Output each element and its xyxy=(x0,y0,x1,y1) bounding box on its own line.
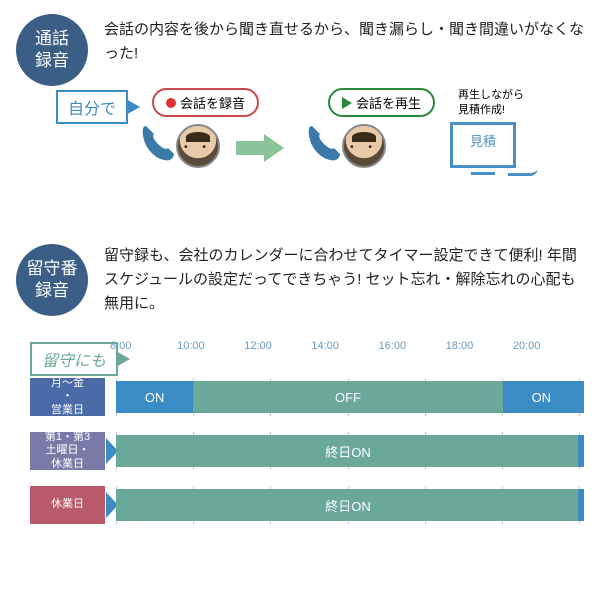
label-rusu: 留守にも xyxy=(30,342,118,376)
phone-icon xyxy=(304,122,344,162)
bar-segment: ON xyxy=(503,381,580,413)
badge-call-recording-text: 通話 録音 xyxy=(35,28,69,72)
badge-call-recording: 通話 録音 xyxy=(16,14,88,86)
play-triangle-icon xyxy=(342,97,352,109)
time-tick: 10:00 xyxy=(177,340,244,352)
time-tick: 14:00 xyxy=(311,340,378,352)
badge-answering: 留守番 録音 xyxy=(16,244,88,316)
label-rusu-text: 留守にも xyxy=(42,353,106,370)
desc-call-recording-text: 会話の内容を後から聞き直せるから、聞き漏らし・聞き間違いがなくなった! xyxy=(104,21,584,62)
arrow-right-icon xyxy=(236,134,286,162)
row-label: 月～金 ・ 営業日 xyxy=(30,378,105,416)
face-icon xyxy=(176,124,220,168)
bar-track: 終日ON xyxy=(116,486,580,524)
desc-answering-text: 留守録も、会社のカレンダーに合わせてタイマー設定できて便利! 年間スケジュールの… xyxy=(104,247,577,312)
time-labels: 8:0010:0012:0014:0016:0018:0020:00 xyxy=(110,340,580,352)
side-note-text: 再生しながら 見積作成! xyxy=(458,89,524,116)
bar-end-notch xyxy=(578,435,584,467)
time-tick: 18:00 xyxy=(446,340,513,352)
bar-track: ONOFFON xyxy=(116,378,580,416)
section-call-recording: 通話 録音 会話の内容を後から聞き直せるから、聞き漏らし・聞き間違いがなくなった… xyxy=(0,0,600,230)
monitor-icon: 見積 xyxy=(450,122,516,168)
phone-icon xyxy=(138,122,178,162)
section-answering: 留守番 録音 留守録も、会社のカレンダーに合わせてタイマー設定できて便利! 年間… xyxy=(0,230,600,600)
label-self-text: 自分で xyxy=(68,101,116,118)
time-tick: 12:00 xyxy=(244,340,311,352)
row-label: 第1・第3 土曜日・ 休業日 xyxy=(30,432,105,470)
bar-track: 終日ON xyxy=(116,432,580,470)
time-tick: 8:00 xyxy=(110,340,177,352)
bar-segment: 終日ON xyxy=(116,435,580,467)
bar-end-notch xyxy=(578,489,584,521)
pill-play: 会話を再生 xyxy=(328,88,435,117)
time-tick: 16:00 xyxy=(379,340,446,352)
desc-call-recording: 会話の内容を後から聞き直せるから、聞き漏らし・聞き間違いがなくなった! xyxy=(104,18,584,66)
monitor-label: 見積 xyxy=(453,125,513,150)
monitor-base-icon xyxy=(508,168,538,176)
bar-segment: OFF xyxy=(193,381,502,413)
label-self: 自分で xyxy=(56,90,128,124)
bar-segment: 終日ON xyxy=(116,489,580,521)
timeline-header: 8:0010:0012:0014:0016:0018:0020:00 xyxy=(110,340,580,352)
badge-answering-text: 留守番 録音 xyxy=(27,258,78,302)
row-label: 休業日 xyxy=(30,486,105,524)
face-icon xyxy=(342,124,386,168)
pill-record: 会話を録音 xyxy=(152,88,259,117)
bar-end-notch xyxy=(578,381,584,413)
record-dot-icon xyxy=(166,98,176,108)
pill-play-text: 会話を再生 xyxy=(356,93,421,112)
side-note: 再生しながら 見積作成! xyxy=(458,88,524,119)
pill-record-text: 会話を録音 xyxy=(180,93,245,112)
time-tick: 20:00 xyxy=(513,340,580,352)
bar-segment: ON xyxy=(116,381,193,413)
desc-answering: 留守録も、会社のカレンダーに合わせてタイマー設定できて便利! 年間スケジュールの… xyxy=(104,244,590,316)
